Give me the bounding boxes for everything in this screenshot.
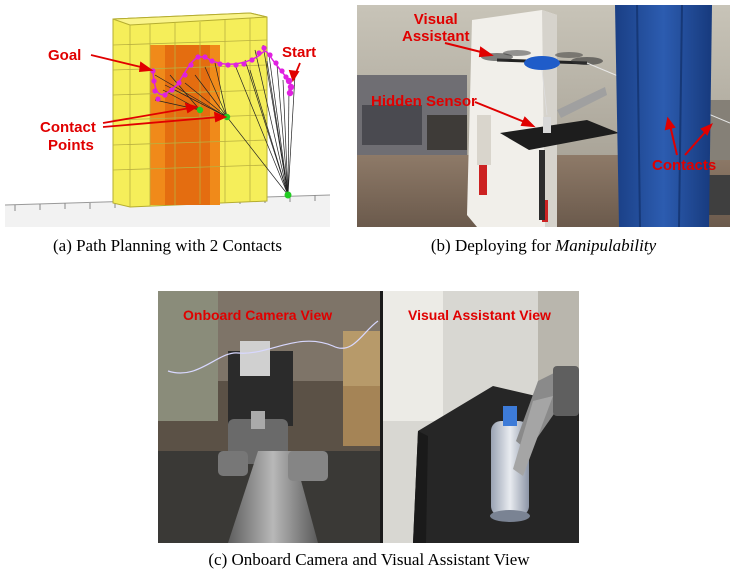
anchor-point-marker bbox=[284, 191, 292, 199]
visual-assistant-label-line1: Visual bbox=[413, 11, 458, 28]
panel-b-photo: Visual Assistant Hidden Sensor Contacts bbox=[357, 5, 730, 227]
caption-a: (a) Path Planning with 2 Contacts bbox=[52, 236, 282, 255]
camera-views-photo bbox=[158, 291, 579, 543]
onboard-camera-view-label: Onboard Camera View bbox=[183, 307, 333, 323]
path-planning-plot: Goal Start Contact Points bbox=[5, 5, 330, 227]
caption-b-italic: Manipulability bbox=[555, 236, 657, 255]
contacts-label: Contacts bbox=[652, 157, 717, 174]
panel-c-photo: Onboard Camera View Visual Assistant Vie… bbox=[158, 291, 579, 543]
contact-points-label-line2: Points bbox=[48, 137, 94, 154]
visual-assistant-label-line2: Assistant bbox=[402, 28, 470, 45]
caption-b-prefix: (b) Deploying for bbox=[430, 236, 556, 255]
caption-b: (b) Deploying for Manipulability bbox=[357, 236, 730, 256]
contact-points-label-line1: Contact bbox=[40, 119, 96, 136]
visual-assistant-label: Visual Assistant bbox=[402, 11, 470, 45]
drone-graphic bbox=[481, 50, 603, 116]
start-label: Start bbox=[282, 44, 316, 61]
panel-a-plot: Goal Start Contact Points bbox=[5, 5, 330, 227]
hidden-sensor-label: Hidden Sensor bbox=[371, 93, 477, 110]
contact-point-marker bbox=[196, 106, 204, 114]
lab-photo bbox=[357, 5, 730, 227]
goal-label: Goal bbox=[48, 47, 81, 64]
visual-assistant-view-label: Visual Assistant View bbox=[408, 307, 551, 323]
caption-c: (c) Onboard Camera and Visual Assistant … bbox=[208, 550, 530, 569]
